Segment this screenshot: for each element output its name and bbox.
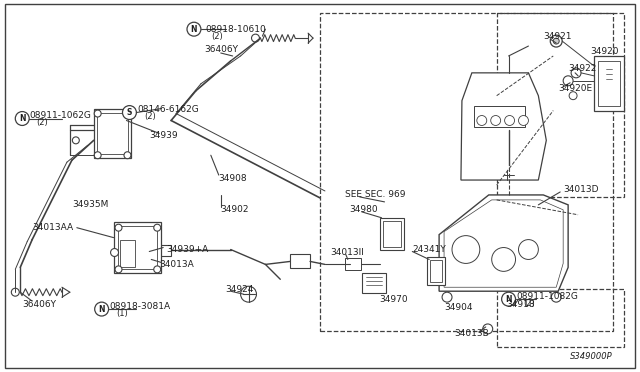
Polygon shape [439, 195, 568, 291]
Circle shape [111, 248, 118, 256]
Text: 34013AA: 34013AA [32, 223, 74, 232]
Text: 34013II: 34013II [330, 248, 364, 257]
Text: 34013B: 34013B [454, 329, 489, 339]
Bar [97, 113, 129, 154]
Text: 34920E: 34920E [558, 84, 593, 93]
Circle shape [491, 116, 500, 125]
Text: N: N [99, 305, 105, 314]
Text: 08911-1062G: 08911-1062G [29, 111, 91, 120]
Bar [497, 13, 624, 197]
Text: 34924: 34924 [226, 285, 254, 294]
Circle shape [477, 116, 487, 125]
Circle shape [154, 224, 161, 231]
Circle shape [12, 288, 19, 296]
Circle shape [94, 110, 101, 117]
Text: N: N [191, 25, 197, 34]
Text: 34902: 34902 [221, 205, 249, 214]
Text: (2): (2) [36, 118, 48, 127]
Circle shape [553, 38, 559, 44]
Text: 36406Y: 36406Y [204, 45, 238, 54]
Text: 08918-3081A: 08918-3081A [109, 302, 171, 311]
Bar [497, 289, 624, 347]
Circle shape [569, 92, 577, 100]
Circle shape [483, 324, 493, 334]
Bar [113, 222, 161, 273]
Text: 34918: 34918 [507, 299, 535, 309]
Bar [380, 218, 404, 250]
Text: (2): (2) [145, 112, 156, 121]
Circle shape [442, 292, 452, 302]
Circle shape [504, 116, 515, 125]
Text: 34904: 34904 [444, 302, 472, 312]
Circle shape [252, 34, 259, 42]
Bar [383, 221, 401, 247]
Circle shape [72, 137, 79, 144]
Bar [120, 240, 136, 267]
Bar [320, 13, 612, 331]
Text: (1): (1) [116, 308, 128, 318]
Circle shape [518, 116, 529, 125]
Circle shape [124, 152, 131, 159]
Text: S349000P: S349000P [570, 352, 612, 361]
Circle shape [452, 235, 480, 263]
Text: 34013D: 34013D [563, 186, 598, 195]
Text: S: S [127, 108, 132, 117]
Circle shape [241, 286, 257, 302]
Circle shape [124, 110, 131, 117]
Circle shape [550, 35, 562, 47]
Bar [118, 226, 157, 269]
Text: 36406Y: 36406Y [22, 299, 56, 309]
Text: SEE SEC. 969: SEE SEC. 969 [345, 190, 405, 199]
Text: (2): (2) [524, 299, 535, 308]
Text: 34921: 34921 [543, 32, 572, 41]
Text: 34939+A: 34939+A [166, 245, 209, 254]
Circle shape [122, 106, 136, 119]
Text: 34939: 34939 [149, 131, 178, 140]
Polygon shape [461, 73, 547, 180]
Circle shape [551, 292, 561, 302]
Text: 34980: 34980 [350, 205, 378, 214]
Circle shape [94, 152, 101, 159]
Bar [93, 109, 131, 158]
Circle shape [518, 240, 538, 259]
Bar [149, 244, 171, 256]
Bar [427, 257, 445, 285]
Text: N: N [19, 114, 26, 123]
Circle shape [115, 224, 122, 231]
Bar [345, 259, 361, 270]
Bar [362, 273, 385, 293]
Text: 34970: 34970 [380, 295, 408, 304]
Circle shape [492, 247, 516, 271]
Circle shape [95, 302, 109, 316]
Bar [290, 254, 310, 268]
Circle shape [571, 68, 581, 78]
Text: 08146-6162G: 08146-6162G [138, 105, 199, 114]
Bar [594, 56, 624, 110]
Text: 34908: 34908 [219, 174, 248, 183]
Circle shape [187, 22, 201, 36]
Bar [598, 61, 620, 106]
Circle shape [502, 292, 516, 306]
Bar [474, 106, 525, 128]
Text: N: N [506, 295, 512, 304]
Circle shape [563, 76, 573, 86]
Text: 24341Y: 24341Y [412, 245, 446, 254]
Text: 34935M: 34935M [72, 201, 108, 209]
Circle shape [115, 266, 122, 273]
Circle shape [154, 266, 161, 273]
Bar [430, 260, 442, 282]
Text: 34920: 34920 [590, 46, 618, 55]
Circle shape [15, 112, 29, 125]
Text: 34922: 34922 [568, 64, 596, 73]
Text: 08911-1082G: 08911-1082G [516, 292, 579, 301]
Text: 08918-10610: 08918-10610 [206, 25, 267, 34]
Text: (2): (2) [211, 32, 223, 41]
Text: 34013A: 34013A [159, 260, 194, 269]
Polygon shape [444, 200, 563, 287]
